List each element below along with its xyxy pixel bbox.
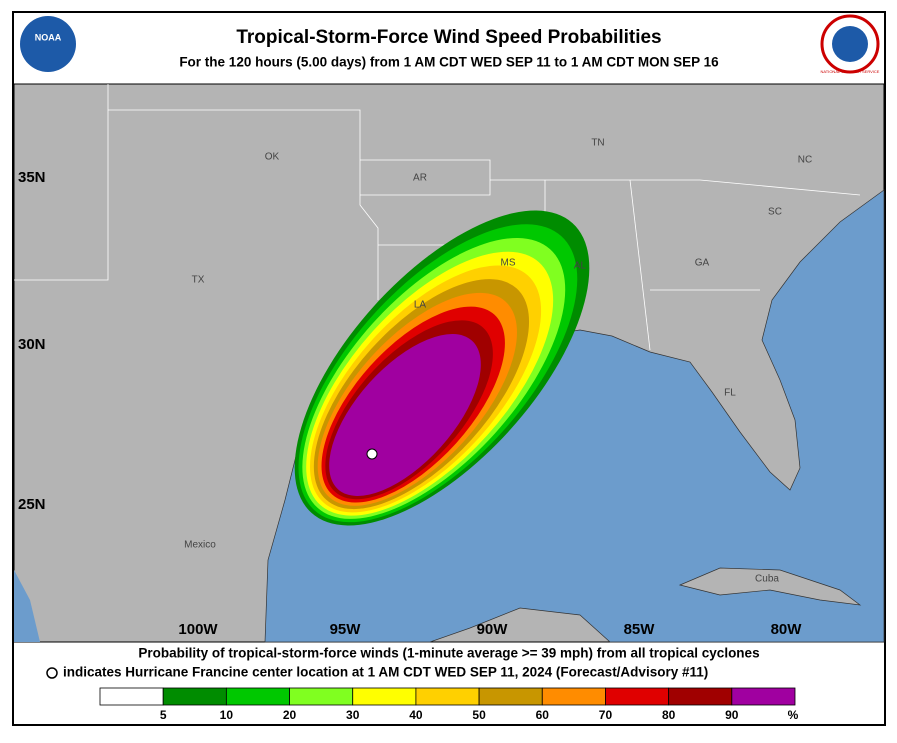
lon-label: 85W (624, 621, 656, 638)
legend-swatch (478, 687, 543, 706)
lat-label: 35N (18, 169, 46, 186)
subtitle: For the 120 hours (5.00 days) from 1 AM … (179, 55, 719, 70)
lon-label: 100W (178, 621, 218, 638)
legend-swatch (162, 687, 227, 706)
region-label: SC (768, 207, 782, 218)
region-label: FL (724, 388, 736, 399)
legend-tick-label: 50 (472, 708, 486, 722)
legend-unit: % (788, 708, 799, 722)
legend-tick-label: 40 (409, 708, 423, 722)
footer-line2: indicates Hurricane Francine center loca… (63, 665, 708, 680)
lat-label: 25N (18, 496, 46, 513)
legend-tick-label: 30 (346, 708, 360, 722)
legend-tick-label: 90 (725, 708, 739, 722)
region-label: TX (192, 275, 205, 286)
lon-label: 90W (477, 621, 509, 638)
region-label: OK (265, 152, 280, 163)
storm-center (366, 448, 378, 460)
region-label: NC (798, 155, 812, 166)
legend-tick-label: 20 (283, 708, 297, 722)
title: Tropical-Storm-Force Wind Speed Probabil… (236, 27, 661, 48)
legend-tick-label: 5 (160, 708, 167, 722)
legend-tick-label: 80 (662, 708, 676, 722)
nws-logo-text: NATIONAL WEATHER SERVICE (821, 69, 880, 74)
storm-center-key (46, 667, 58, 679)
legend-swatch (352, 687, 417, 706)
legend-tick-label: 60 (536, 708, 550, 722)
legend-tick-label: 70 (599, 708, 613, 722)
region-label: MS (501, 258, 516, 269)
region-label: Cuba (755, 574, 779, 585)
legend-swatch (731, 687, 796, 706)
region-label: AR (413, 173, 427, 184)
nws-logo-inner (832, 26, 868, 62)
region-label: TN (591, 138, 604, 149)
region-label: GA (695, 258, 710, 269)
probability-contours (294, 210, 590, 526)
footer-line1: Probability of tropical-storm-force wind… (138, 646, 759, 661)
lon-label: 95W (330, 621, 362, 638)
legend: 5 10 20 30 40 50 60 70 80 90% (99, 687, 799, 722)
cuba (678, 567, 862, 606)
legend-swatch (415, 687, 480, 706)
legend-swatch (99, 687, 164, 706)
region-label: LA (414, 300, 427, 311)
legend-swatch (605, 687, 670, 706)
noaa-logo (20, 16, 76, 72)
legend-tick-label: 10 (220, 708, 234, 722)
noaa-logo-text: NOAA (35, 32, 62, 42)
legend-swatch (225, 687, 290, 706)
lon-label: 80W (771, 621, 803, 638)
lat-label: 30N (18, 336, 46, 353)
map: OK AR TN NC SC MS AL GA TX LA FL Mexico Cuba 35N 30N 25… (13, 83, 885, 643)
legend-swatch (289, 687, 354, 706)
pacific (14, 570, 40, 642)
legend-swatch (668, 687, 733, 706)
legend-swatch (541, 687, 606, 706)
region-label: Mexico (184, 540, 216, 551)
region-label: AL (574, 261, 587, 272)
